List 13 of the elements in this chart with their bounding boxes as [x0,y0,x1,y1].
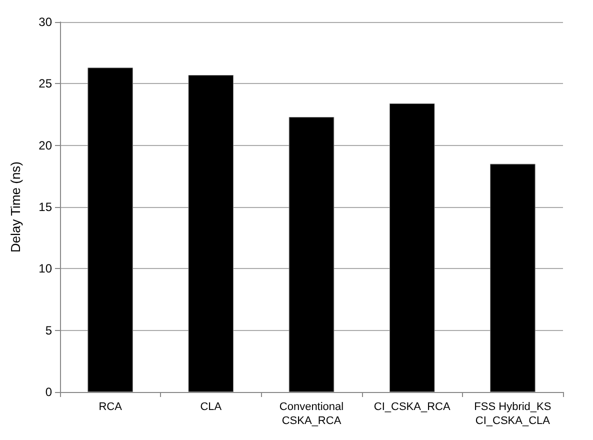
y-tick-label: 30 [38,15,52,29]
y-tick-label: 0 [45,385,52,399]
y-tick-label: 15 [38,200,52,214]
y-tick-label: 25 [38,76,52,91]
x-tick-label: CLA [200,401,222,413]
x-tick-label: FSS Hybrid_KS CI_CSKA_CLA [474,401,552,427]
y-tick-label: 5 [45,323,52,338]
y-tick-label: 10 [38,262,52,276]
y-tick-label: 20 [38,138,52,152]
y-axis-title: Delay Time (ns) [8,161,23,253]
x-tick-label: RCA [98,401,123,413]
x-tick-label: CI_CSKA_RCA [374,401,451,413]
x-tick-label: Conventional CSKA_RCA [279,401,344,427]
